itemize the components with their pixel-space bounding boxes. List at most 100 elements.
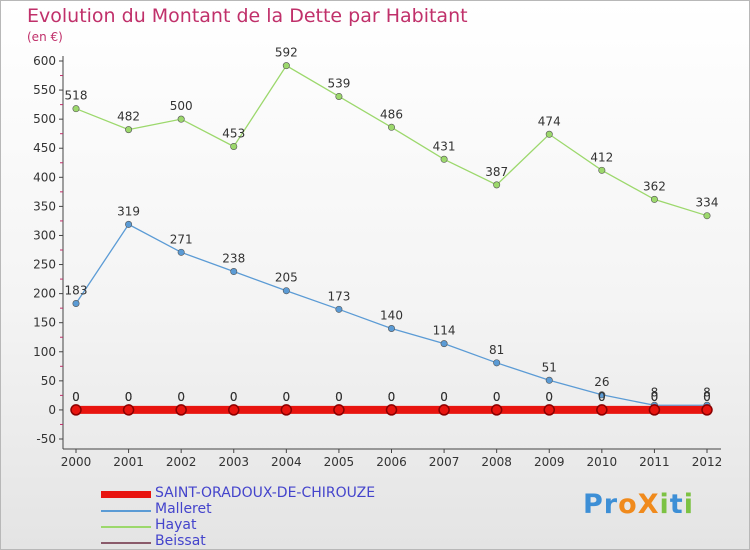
data-label: 114 [433, 324, 456, 338]
data-label: 0 [703, 390, 711, 404]
data-point [125, 220, 133, 228]
data-label: 334 [696, 196, 719, 210]
data-label: 0 [177, 390, 185, 404]
data-point [72, 300, 80, 308]
y-tick-label: 400 [33, 170, 56, 184]
data-label: 205 [275, 271, 298, 285]
data-point [70, 404, 82, 416]
data-label: 0 [230, 390, 238, 404]
data-label: 0 [598, 390, 606, 404]
data-point [545, 130, 553, 138]
data-point [230, 142, 238, 150]
x-tick-label: 2012 [692, 455, 723, 469]
x-tick-label: 2011 [639, 455, 670, 469]
x-tick-label: 2000 [61, 455, 92, 469]
data-label: 0 [388, 390, 396, 404]
data-label: 431 [433, 139, 456, 153]
logo-letter: i [683, 489, 694, 520]
data-label: 0 [703, 390, 711, 404]
chart-title: Evolution du Montant de la Dette par Hab… [27, 5, 468, 27]
data-point [598, 166, 606, 174]
data-label: 387 [485, 165, 508, 179]
x-tick-label: 2009 [534, 455, 565, 469]
y-tick-label: 350 [33, 199, 56, 213]
data-point [335, 305, 343, 313]
x-tick-label: 2005 [324, 455, 355, 469]
data-label: 0 [651, 390, 659, 404]
data-label: 0 [230, 390, 238, 404]
data-point [648, 404, 661, 416]
data-label: 0 [125, 390, 133, 404]
data-label: 81 [489, 343, 504, 357]
data-label: 0 [283, 390, 291, 404]
y-tick-label: 550 [33, 83, 56, 97]
data-point [493, 181, 501, 189]
proxiti-logo: ProXiti [583, 489, 694, 520]
legend-swatch [101, 526, 151, 528]
data-label: 518 [65, 89, 88, 103]
logo-letter: o [618, 489, 638, 520]
logo-letter: i [659, 489, 670, 520]
data-label: 0 [177, 390, 185, 404]
y-tick-label: -50 [36, 432, 56, 446]
data-label: 0 [545, 390, 553, 404]
data-label: 271 [170, 232, 193, 246]
data-label: 140 [380, 309, 403, 323]
data-label: 592 [275, 46, 298, 60]
data-label: 0 [283, 390, 291, 404]
y-tick-label: 50 [41, 374, 56, 388]
data-label: 0 [335, 390, 343, 404]
y-tick-label: 600 [33, 54, 56, 68]
series-line [75, 64, 708, 217]
data-label: 8 [703, 385, 711, 399]
data-label: 0 [335, 390, 343, 404]
data-point [596, 404, 608, 416]
data-point [282, 62, 290, 70]
data-label: 183 [65, 284, 88, 298]
data-label: 0 [125, 390, 133, 404]
data-point [282, 287, 290, 295]
legend-label: Hayat [155, 517, 197, 533]
y-tick-label: 500 [33, 112, 56, 126]
data-point [385, 404, 398, 416]
data-label: 51 [542, 360, 557, 374]
data-point [125, 126, 133, 134]
data-label: 0 [72, 390, 80, 404]
legend-swatch [101, 542, 151, 544]
data-label: 482 [117, 110, 140, 124]
data-point [280, 404, 293, 416]
data-point [175, 404, 187, 416]
data-point [387, 123, 395, 131]
legend-swatch [101, 510, 151, 512]
y-tick-label: 250 [33, 258, 56, 272]
data-label: 0 [545, 390, 553, 404]
data-label: 0 [493, 390, 501, 404]
data-label: 26 [594, 375, 609, 389]
data-label: 0 [651, 390, 659, 404]
logo-letter: X [637, 489, 660, 520]
data-point [228, 404, 240, 416]
data-point [72, 105, 80, 113]
data-label: 474 [538, 114, 561, 128]
data-label: 453 [222, 126, 245, 140]
data-point [387, 325, 395, 333]
y-tick-label: 150 [33, 316, 56, 330]
data-point [701, 404, 713, 416]
data-label: 0 [440, 390, 448, 404]
x-tick-label: 2001 [113, 455, 144, 469]
legend-label: Beissat [155, 533, 206, 549]
data-point [440, 340, 448, 348]
y-tick-label: 200 [33, 287, 56, 301]
data-point [490, 404, 503, 416]
data-point [335, 92, 343, 100]
data-label: 0 [72, 390, 80, 404]
x-tick-label: 2002 [166, 455, 197, 469]
data-label: 539 [327, 76, 350, 90]
y-tick-label: 450 [33, 141, 56, 155]
data-point [493, 359, 501, 367]
data-label: 0 [388, 390, 396, 404]
legend-label: Malleret [155, 501, 212, 517]
data-point [230, 268, 238, 276]
